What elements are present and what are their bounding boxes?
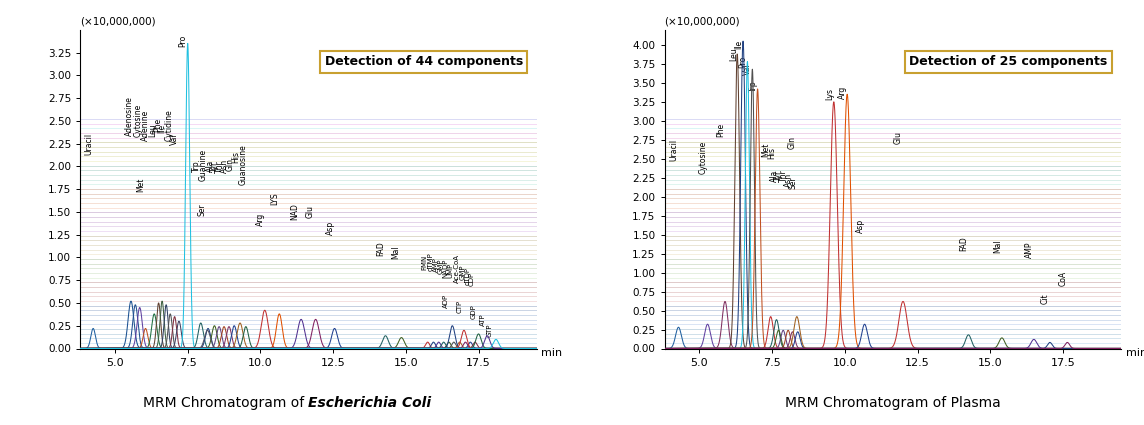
Text: Tyr: Tyr (210, 161, 220, 172)
Text: His: His (768, 147, 777, 159)
Text: Ser: Ser (198, 204, 207, 216)
Text: dTDP: dTDP (464, 266, 470, 285)
Text: Lys: Lys (825, 88, 834, 100)
Text: GTP: GTP (487, 323, 493, 337)
Text: Ser: Ser (788, 177, 797, 190)
Text: Val: Val (170, 133, 178, 145)
Text: min: min (541, 348, 563, 359)
Text: Mal: Mal (391, 245, 400, 259)
Text: Thr: Thr (215, 160, 224, 173)
Text: CTP: CTP (456, 300, 462, 313)
Text: GMP: GMP (460, 264, 466, 280)
Text: Pro: Pro (178, 34, 188, 47)
Text: Ile: Ile (158, 124, 167, 133)
Text: Uracil: Uracil (85, 133, 93, 155)
Text: Detection of 25 components: Detection of 25 components (909, 55, 1107, 68)
Text: Val: Val (744, 63, 753, 75)
Text: Ala: Ala (770, 169, 779, 181)
Text: Guanine: Guanine (199, 148, 208, 181)
Text: Ala: Ala (206, 160, 214, 173)
Text: Leu: Leu (149, 123, 157, 137)
Text: AMP: AMP (1025, 241, 1034, 258)
Text: His: His (231, 151, 240, 163)
Text: Trp: Trp (748, 81, 757, 93)
Text: Arg: Arg (839, 85, 848, 99)
Text: Cytosine: Cytosine (134, 104, 143, 137)
Text: Escherichia Coli: Escherichia Coli (309, 396, 431, 410)
Text: Phe: Phe (153, 118, 162, 133)
Text: Cytosine: Cytosine (699, 141, 708, 174)
Text: Arg: Arg (256, 212, 264, 226)
Text: MRM Chromatogram of: MRM Chromatogram of (143, 396, 309, 410)
Text: Met: Met (762, 142, 771, 157)
Text: AMP: AMP (432, 257, 438, 272)
Text: GMP: GMP (438, 259, 444, 274)
Text: Detection of 44 components: Detection of 44 components (325, 55, 523, 68)
Text: Adenosine: Adenosine (125, 96, 134, 136)
Text: MRM Chromatogram of Plasma: MRM Chromatogram of Plasma (785, 396, 1001, 410)
Text: ATP: ATP (479, 313, 486, 326)
Text: Ile: Ile (734, 40, 744, 49)
Text: ADP: ADP (444, 294, 450, 308)
Text: Asp: Asp (326, 221, 334, 235)
Text: LYS: LYS (270, 192, 279, 204)
Text: Tyr: Tyr (774, 170, 784, 181)
Text: GDP: GDP (471, 305, 477, 320)
Text: Asn: Asn (220, 159, 229, 173)
Text: Gln: Gln (225, 158, 235, 171)
Text: min: min (1126, 348, 1144, 359)
Text: (×10,000,000): (×10,000,000) (80, 17, 156, 27)
Text: Glu: Glu (893, 131, 903, 144)
Text: FAD: FAD (960, 236, 969, 251)
Text: Leu: Leu (729, 47, 738, 61)
Text: UMP: UMP (447, 263, 454, 278)
Text: Cytidine: Cytidine (164, 110, 173, 141)
Text: Uracil: Uracil (669, 139, 678, 161)
Text: Met: Met (136, 177, 145, 192)
Text: NADP: NADP (443, 259, 448, 278)
Text: Phe: Phe (716, 123, 725, 137)
Text: Cit: Cit (1041, 294, 1050, 304)
Text: Gln: Gln (788, 136, 797, 149)
Text: Asp: Asp (856, 218, 865, 232)
Text: FAD: FAD (376, 241, 386, 256)
Text: Thr: Thr (779, 169, 788, 182)
Text: FMN: FMN (422, 254, 428, 269)
Text: Asn: Asn (784, 173, 793, 187)
Text: (×10,000,000): (×10,000,000) (665, 17, 740, 27)
Text: Ace-CoA: Ace-CoA (454, 254, 460, 283)
Text: dTMP: dTMP (428, 252, 434, 271)
Text: CDP: CDP (469, 272, 475, 286)
Text: Adenine: Adenine (141, 110, 150, 141)
Text: NAD: NAD (291, 204, 300, 220)
Text: Glu: Glu (305, 205, 315, 218)
Text: Guanosine: Guanosine (238, 144, 247, 185)
Text: CoA: CoA (1058, 271, 1067, 286)
Text: Mal: Mal (993, 239, 1002, 253)
Text: Trp: Trp (192, 161, 201, 172)
Text: Pro: Pro (738, 56, 747, 68)
